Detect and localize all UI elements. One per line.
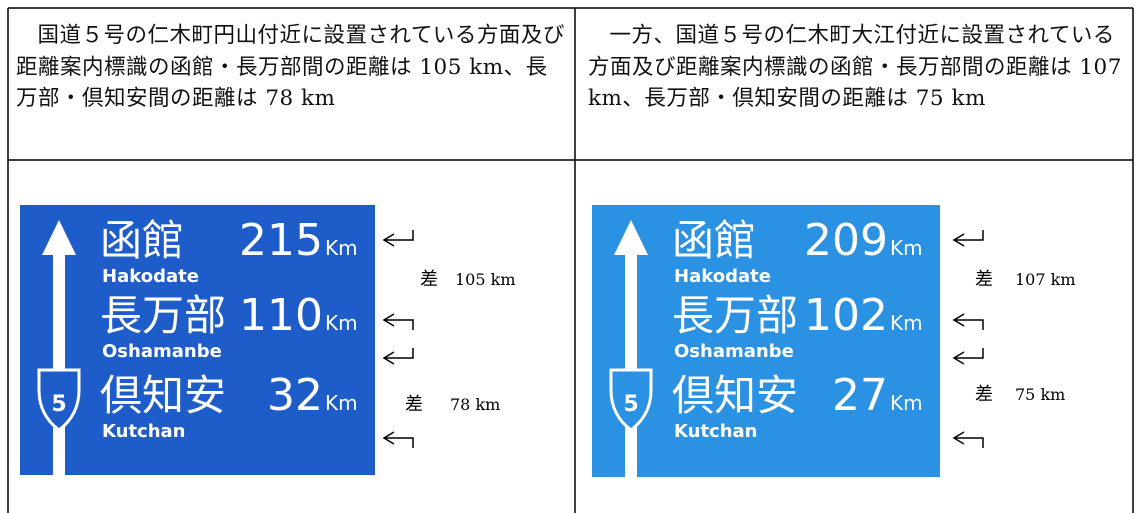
distance-value: 215 — [239, 215, 323, 266]
distance-value: 27 — [832, 370, 888, 421]
destination-romaji: Hakodate — [674, 266, 771, 287]
sign-board — [592, 205, 940, 477]
destination-name: 函館 — [672, 216, 756, 265]
route-number: 5 — [623, 392, 638, 417]
destination-romaji: Oshamanbe — [102, 341, 222, 362]
destination-romaji: Kutchan — [102, 421, 186, 442]
difference-label: 差 — [975, 269, 993, 290]
cell-text: 国道５号の仁木町円山付近に設置されている方面及び距離案内標識の函館・長万部間の距… — [16, 23, 565, 111]
route-shield — [609, 368, 653, 432]
destination-romaji: Oshamanbe — [674, 341, 794, 362]
note-arrow — [382, 313, 414, 330]
distance-value: 102 — [804, 290, 888, 341]
difference-label: 差 — [975, 384, 993, 405]
note-arrow — [382, 230, 414, 247]
table-borders — [7, 7, 1134, 513]
note-arrow — [952, 313, 984, 330]
distance-value: 32 — [267, 370, 323, 421]
sign-arrow-head — [614, 220, 648, 255]
sign-arrow-shaft — [625, 250, 637, 477]
difference-value: 107 km — [1015, 270, 1076, 289]
sign-arrow-head — [42, 220, 76, 255]
note-arrow — [952, 230, 984, 247]
difference-label: 差 — [420, 269, 438, 290]
destination-romaji: Kutchan — [674, 421, 758, 442]
sign-arrow-shaft — [53, 250, 65, 475]
difference-label: 差 — [405, 394, 423, 415]
distance-unit: Km — [325, 391, 358, 415]
sign-board — [20, 205, 375, 475]
distance-unit: Km — [325, 236, 358, 260]
route-shield — [37, 368, 81, 432]
note-arrow — [952, 348, 984, 365]
distance-unit: Km — [325, 311, 358, 335]
destination-romaji: Hakodate — [102, 266, 199, 287]
distance-unit: Km — [890, 391, 923, 415]
distance-unit: Km — [890, 311, 923, 335]
note-arrow — [382, 431, 414, 448]
distance-unit: Km — [890, 236, 923, 260]
destination-name: 長万部 — [672, 291, 798, 340]
cell-text: 一方、国道５号の仁木町大江付近に設置されている方面及び距離案内標識の函館・長万部… — [588, 23, 1122, 111]
note-arrow — [952, 431, 984, 448]
difference-value: 75 km — [1015, 385, 1065, 404]
note-arrow — [382, 348, 414, 365]
destination-name: 函館 — [100, 216, 184, 265]
distance-value: 110 — [239, 290, 323, 341]
difference-value: 78 km — [450, 395, 500, 414]
distance-value: 209 — [804, 215, 888, 266]
destination-name: 倶知安 — [100, 371, 226, 420]
destination-name: 倶知安 — [672, 371, 798, 420]
route-number: 5 — [51, 392, 66, 417]
destination-name: 長万部 — [100, 291, 226, 340]
difference-value: 105 km — [455, 270, 516, 289]
